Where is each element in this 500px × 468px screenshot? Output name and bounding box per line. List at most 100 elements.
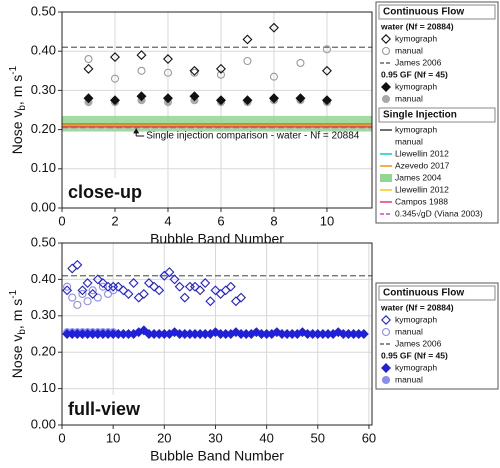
data-point [268,93,279,104]
y-tick-label: 0.30 [31,82,56,97]
data-point [322,45,332,54]
data-point [189,65,200,76]
legend-label: kymograph [395,314,437,324]
legend-label: Llewellin 2012 [395,148,449,158]
y-axis-label-part: , m s [9,75,25,105]
legend-label: kymograph [395,362,437,372]
arrow-head [133,128,140,134]
y-tick-label: 0.50 [31,234,56,249]
data-point [123,288,134,299]
legend-header: Continuous Flow [383,7,464,18]
y-tick-label: 0.20 [31,121,56,136]
data-point [143,278,154,289]
y-tick-label: 0.00 [31,416,56,431]
data-point [136,50,147,61]
data-point [72,259,83,270]
data-point [83,297,92,306]
data-point [88,286,97,295]
y-tick-label: 0.40 [31,271,56,286]
x-tick-label: 30 [208,430,222,445]
data-point [321,65,332,76]
data-point [63,282,72,291]
y-axis-label: Nose vb, m s-1 [8,65,28,154]
x-tick-label: 0 [58,213,65,228]
legend-symbol [381,94,391,104]
data-point [242,95,253,106]
x-tick-label: 8 [270,213,277,228]
legend-symbol [381,327,391,337]
y-tick-label: 0.40 [31,43,56,58]
data-point [225,281,236,292]
data-point [110,74,120,83]
data-point [83,63,94,74]
data-point [93,293,102,302]
legend: Continuous Flow water (Nf = 20884) kymogra… [375,1,499,224]
data-point [163,68,173,77]
data-point [154,285,165,296]
legend-group: water (Nf = 20884) [380,302,454,312]
legend-header-box [378,107,496,123]
x-tick-label: 0 [58,430,65,445]
data-point [358,329,369,339]
data-point [164,267,175,278]
plot-area [62,12,372,208]
data-point [62,285,73,296]
legend-header: Continuous Flow [383,288,464,299]
data-point [87,288,98,299]
legend-label: manual [395,136,423,146]
legend-label: James 2004 [395,172,442,182]
legend-symbol [380,174,392,182]
y-tick-label: 0.20 [31,344,56,359]
y-axis-label-part: , m s [9,299,25,329]
data-point [68,293,77,302]
legend-label: manual [395,45,423,55]
legend-symbol [381,34,391,44]
legend-label: Llewellin 2012 [395,184,449,194]
legend-symbol [381,375,391,385]
legend-label: Campos 1988 [395,196,448,206]
x-tick-label: 40 [259,430,273,445]
y-axis-label-part: Nose v [9,111,25,155]
data-point [77,285,88,296]
x-tick-label: 60 [362,430,376,445]
legend-header-box [378,285,496,301]
legend-header: Single Injection [383,110,457,121]
x-tick-label: 6 [217,213,224,228]
y-tick-label: 0.50 [31,3,56,18]
data-point [174,281,185,292]
legend-frame [375,282,499,390]
plot-frame [61,11,373,209]
data-point [128,278,139,289]
data-point [118,285,129,296]
data-point [216,70,226,79]
data-point [137,66,146,75]
data-point [163,54,173,65]
panel-label-box [63,395,155,424]
legend-label: kymograph [395,33,437,43]
legend-label: Azevedo 2017 [395,160,450,170]
data-point [321,95,332,106]
y-tick-label: 0.10 [31,160,56,175]
data-point [242,34,253,45]
legend-label: manual [395,93,423,103]
panel-label: full-view [68,399,141,419]
data-point [113,281,124,292]
y-tick-label: 0.30 [31,307,56,322]
data-point [243,56,252,66]
y-axis-label-part: -1 [8,289,19,298]
legend-header-box [378,4,496,20]
data-point [190,68,199,77]
data-point [179,292,190,303]
y-axis-label-part: Nose v [9,335,25,379]
data-point [215,95,226,106]
annotation: Single injection comparison - water - Nf… [146,131,360,142]
x-tick-label: 4 [164,213,171,228]
legend-label: manual [395,326,423,336]
data-point [110,95,120,106]
data-point [110,52,120,63]
data-point [190,281,200,292]
legend-symbol [381,315,391,325]
legend-group: 0.95 GF (Nf = 45) [381,350,448,360]
x-tick-label: 10 [106,430,120,445]
